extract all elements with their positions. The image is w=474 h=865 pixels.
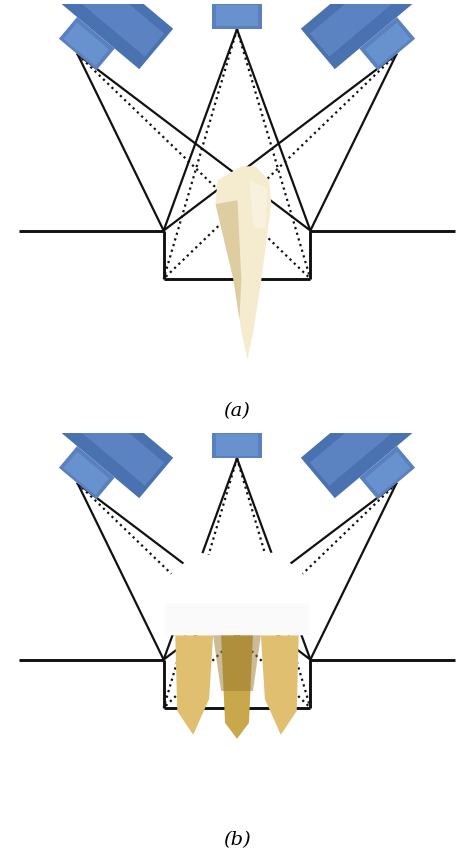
Polygon shape: [216, 166, 271, 360]
Polygon shape: [165, 552, 309, 635]
Polygon shape: [216, 200, 241, 320]
Polygon shape: [216, 5, 258, 27]
Polygon shape: [301, 0, 421, 69]
Polygon shape: [53, 0, 173, 69]
Polygon shape: [212, 1, 262, 29]
Polygon shape: [175, 635, 213, 735]
Polygon shape: [359, 17, 415, 70]
Polygon shape: [59, 446, 115, 499]
Polygon shape: [181, 377, 293, 430]
Polygon shape: [212, 430, 262, 458]
Polygon shape: [64, 394, 164, 485]
Polygon shape: [365, 22, 410, 66]
Polygon shape: [221, 635, 253, 739]
Text: (a): (a): [224, 402, 250, 420]
Polygon shape: [64, 0, 164, 56]
Polygon shape: [249, 180, 267, 228]
Ellipse shape: [205, 554, 245, 573]
Polygon shape: [359, 446, 415, 499]
Polygon shape: [181, 0, 293, 1]
Polygon shape: [64, 22, 109, 66]
Polygon shape: [184, 387, 290, 417]
Polygon shape: [310, 0, 410, 56]
Polygon shape: [301, 385, 421, 498]
Polygon shape: [213, 635, 261, 691]
Polygon shape: [165, 604, 309, 635]
Polygon shape: [216, 434, 258, 456]
Text: (b): (b): [223, 831, 251, 849]
Polygon shape: [64, 452, 109, 495]
Ellipse shape: [193, 555, 281, 595]
Polygon shape: [59, 17, 115, 70]
Polygon shape: [53, 385, 173, 498]
Polygon shape: [365, 452, 410, 495]
Polygon shape: [261, 635, 299, 735]
Polygon shape: [310, 394, 410, 485]
